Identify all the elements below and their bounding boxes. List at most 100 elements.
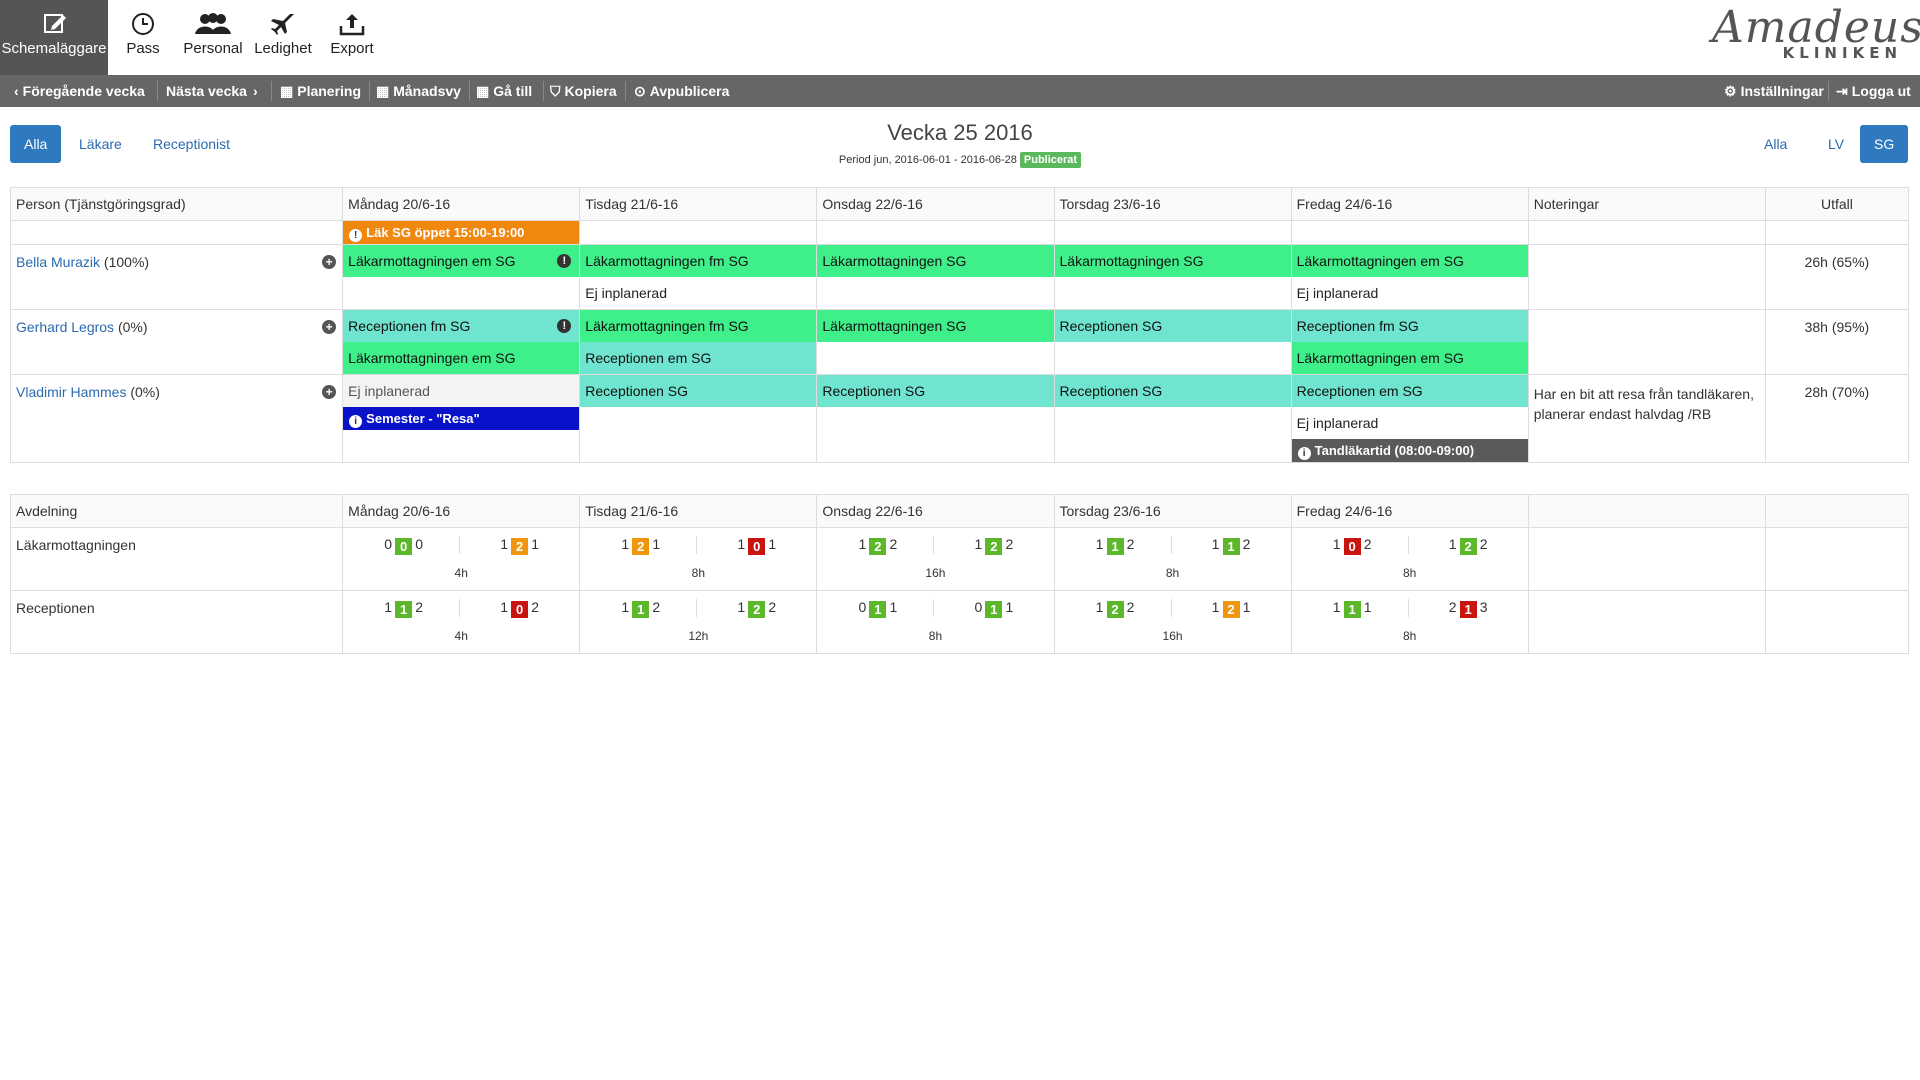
next-week-link[interactable]: Nästa vecka ›	[166, 75, 262, 107]
absence-badge[interactable]: i Tandläkartid (08:00-09:00)	[1291, 439, 1528, 462]
day-notice-cell: ! Läk SG öppet 15:00-19:00	[342, 220, 581, 245]
logout-link[interactable]: ⇥ Logga ut	[1836, 75, 1911, 107]
empty-cell	[9, 220, 344, 245]
person-name-link[interactable]: Gerhard Legros	[16, 319, 115, 335]
shift-slot[interactable]: Läkarmottagningen em SG!	[343, 245, 580, 277]
col-thursday: Torsdag 23/6-16	[1053, 494, 1292, 528]
filter-receptionist[interactable]: Receptionist	[153, 136, 231, 152]
add-shift-icon[interactable]: +	[322, 385, 337, 399]
col-empty	[1764, 494, 1910, 528]
shift-slot[interactable]: Receptionen SG	[580, 375, 817, 407]
shift-slot[interactable]: Läkarmottagningen SG	[817, 310, 1054, 342]
warning-icon[interactable]: !	[557, 254, 572, 268]
staffing-cell: 1 0 2 1 2 2 8h	[1290, 527, 1529, 591]
toolbar-ledighet[interactable]: Ledighet	[253, 0, 313, 75]
filter-loc-lv[interactable]: LV	[1828, 136, 1845, 152]
staffing-cell: 1 2 2 1 2 1 16h	[1053, 590, 1292, 654]
week-period: Period jun, 2016-06-01 - 2016-06-28 Publi…	[0, 152, 1920, 168]
staffing-stats: 1 2 2 1 2 1 16h	[1055, 591, 1291, 653]
shift-slot[interactable]: Läkarmottagningen em SG	[343, 342, 580, 374]
status-badge: Publicerat	[1019, 152, 1082, 168]
person-name-link[interactable]: Bella Murazik	[16, 254, 101, 270]
staff-status-box: 0	[395, 538, 413, 555]
prev-week-link[interactable]: ‹ Föregående vecka	[14, 75, 145, 107]
staff-planned: 1	[500, 599, 509, 615]
person-cell: Bella Murazik (100%) +	[9, 244, 344, 310]
shift-slot[interactable]: Receptionen SG	[817, 375, 1054, 407]
person-name-link[interactable]: Vladimir Hammes	[16, 384, 127, 400]
shift-slot[interactable]: Läkarmottagningen em SG	[1291, 342, 1528, 374]
hours-total: 4h	[454, 566, 468, 580]
filter-lakare[interactable]: Läkare	[79, 136, 122, 152]
staff-status-box: 0	[748, 538, 766, 555]
staffing-stats: 1 1 2 1 2 2 12h	[580, 591, 816, 653]
staff-needed: 1	[889, 599, 898, 615]
staff-planned: 1	[1211, 599, 1220, 615]
toolbar-label: Pass	[126, 40, 160, 57]
shift-slot[interactable]: Receptionen SG	[1054, 310, 1291, 342]
info-icon: i	[1297, 447, 1311, 460]
day-notice-text: Läk SG öppet 15:00-19:00	[366, 225, 525, 240]
shift-slot[interactable]: Ej inplanerad	[1292, 277, 1528, 309]
shift-slot[interactable]: Ej inplanerad	[580, 277, 816, 309]
planning-label: Planering	[297, 83, 362, 99]
shift-slot[interactable]: Ej inplanerad	[1292, 407, 1528, 439]
shift-slot[interactable]: Läkarmottagningen fm SG	[580, 310, 817, 342]
empty-cell	[816, 220, 1055, 245]
day-cell: Läkarmottagningen fm SG Ej inplanerad	[579, 244, 818, 310]
absence-badge[interactable]: i Semester - "Resa"	[343, 407, 580, 430]
filter-loc-alla[interactable]: Alla	[1764, 136, 1788, 152]
empty-cell	[1053, 220, 1292, 245]
planning-link[interactable]: ▦ Planering	[280, 75, 361, 107]
stats-divider	[696, 599, 698, 617]
schedule-table: Person (Tjänstgöringsgrad) Måndag 20/6-1…	[9, 187, 1910, 463]
shift-slot[interactable]: Läkarmottagningen em SG	[1291, 245, 1528, 277]
stats-divider	[1407, 536, 1409, 554]
shift-slot[interactable]: Läkarmottagningen SG	[817, 245, 1054, 277]
monthview-link[interactable]: ▦ Månadsvy	[376, 75, 461, 107]
staff-needed: 1	[1363, 599, 1372, 615]
hours-total: 8h	[1402, 629, 1417, 643]
staff-needed: 2	[1363, 536, 1372, 552]
shift-label: Receptionen em SG	[1296, 383, 1423, 399]
staff-needed: 2	[768, 599, 777, 615]
add-shift-icon[interactable]: +	[322, 255, 337, 269]
nav-divider	[625, 81, 626, 101]
warning-icon[interactable]: !	[557, 319, 572, 333]
period-text: Period jun, 2016-06-01 - 2016-06-28	[838, 154, 1017, 166]
shift-slot[interactable]: Receptionen em SG	[1291, 375, 1528, 407]
shift-label: Läkarmottagningen SG	[1059, 253, 1204, 269]
filter-alla[interactable]: Alla	[10, 125, 62, 163]
shift-label: Receptionen SG	[1059, 383, 1163, 399]
toolbar-schemalaggare[interactable]: Schemaläggare	[0, 0, 108, 75]
toolbar-personal[interactable]: Personal	[180, 0, 246, 75]
toolbar-export[interactable]: Export	[322, 0, 382, 75]
nav-divider	[369, 81, 370, 101]
logo-script: Amadeus	[1712, 2, 1920, 53]
settings-link[interactable]: ⚙ Inställningar	[1724, 75, 1824, 107]
shift-slot[interactable]: Receptionen SG	[1054, 375, 1291, 407]
person-row: Bella Murazik (100%) + Läkarmottagningen e…	[9, 244, 1910, 310]
staffing-cell: 1 1 1 2 1 3 8h	[1290, 590, 1529, 654]
filter-loc-sg[interactable]: SG	[1860, 125, 1909, 163]
shift-slot[interactable]: Läkarmottagningen fm SG	[580, 245, 817, 277]
shift-slot[interactable]: Receptionen em SG	[580, 342, 817, 374]
shift-slot[interactable]: Ej inplanerad	[343, 375, 580, 407]
unpublish-link[interactable]: ⊙ Avpublicera	[634, 75, 729, 107]
goto-link[interactable]: ▦ Gå till	[476, 75, 532, 107]
shift-slot[interactable]: Receptionen fm SG!	[343, 310, 580, 342]
copy-link[interactable]: ⛉ Kopiera	[550, 75, 617, 107]
day-notice-badge[interactable]: ! Läk SG öppet 15:00-19:00	[343, 221, 580, 244]
prev-week-label: Föregående vecka	[22, 83, 145, 99]
add-shift-icon[interactable]: +	[322, 320, 337, 334]
toolbar-pass[interactable]: Pass	[113, 0, 173, 75]
export-icon	[339, 14, 365, 36]
shift-label: Ej inplanerad	[1296, 285, 1379, 301]
shift-slot[interactable]: Läkarmottagningen SG	[1054, 245, 1291, 277]
shift-slot[interactable]: Receptionen fm SG	[1291, 310, 1528, 342]
